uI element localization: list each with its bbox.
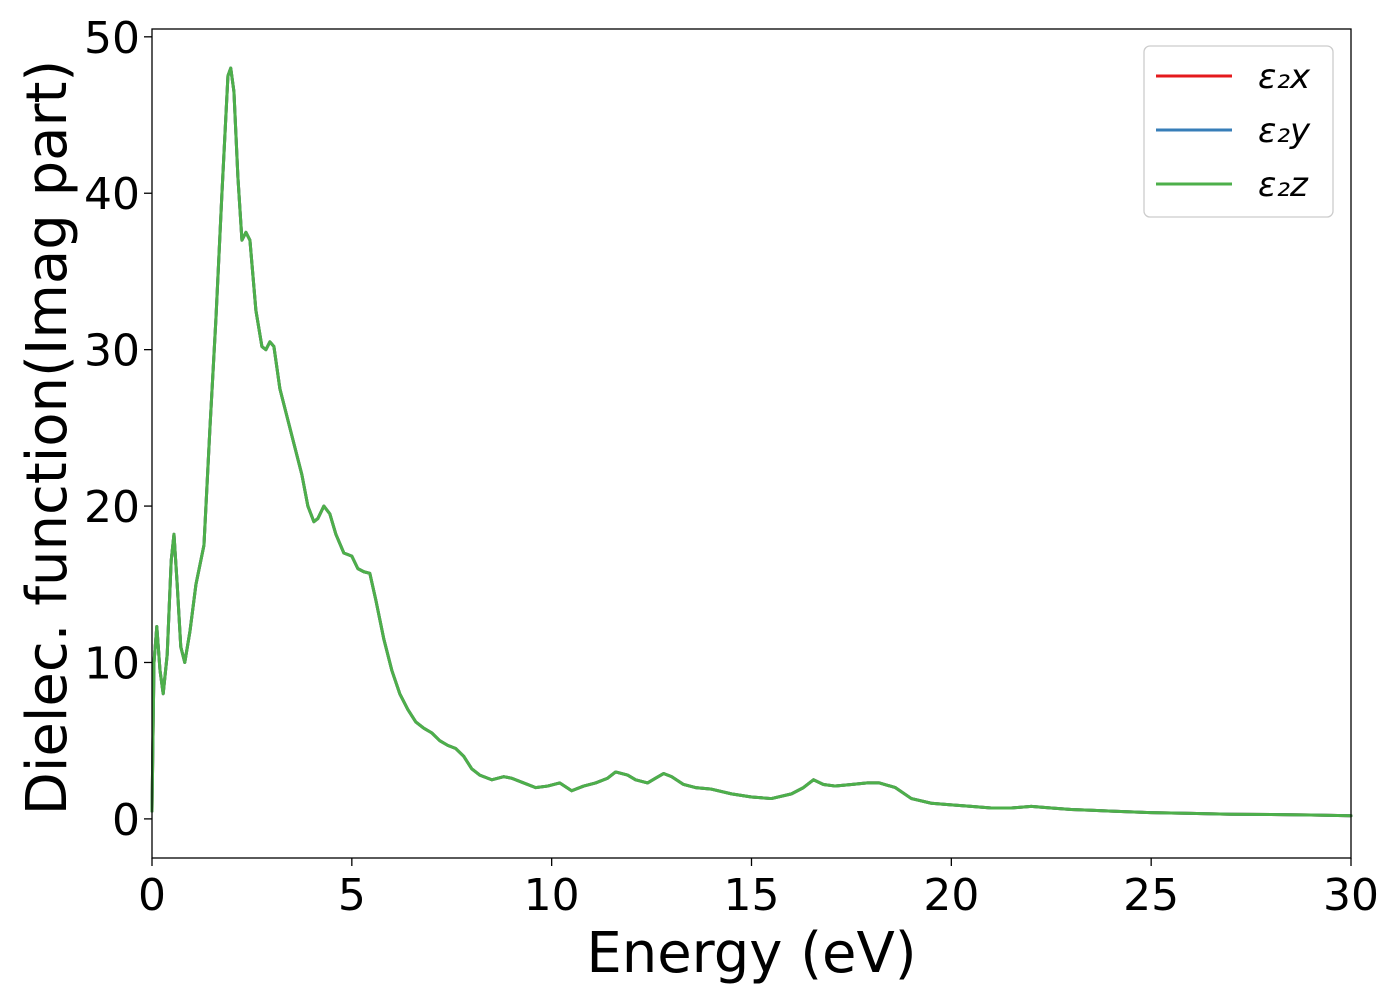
y-tick-label: 0	[112, 795, 140, 846]
y-axis: 0 10 20 30 40 50	[84, 13, 152, 846]
x-tick-label: 25	[1123, 870, 1179, 921]
legend-box	[1143, 45, 1334, 218]
y-tick-label: 40	[84, 169, 140, 220]
legend-label: ε₂x	[1258, 57, 1311, 97]
y-tick-label: 10	[84, 638, 140, 689]
y-axis-title: Dielec. function(Imag part)	[15, 60, 80, 816]
x-tick-label: 0	[138, 870, 166, 921]
legend: ε₂x ε₂y ε₂z	[1143, 45, 1334, 218]
x-axis: 0 5 10 15 20 25 30	[138, 858, 1379, 921]
x-tick-label: 5	[338, 870, 366, 921]
series-line-2	[150, 66, 1353, 818]
x-tick-label: 30	[1323, 870, 1379, 921]
plot-area	[150, 66, 1353, 818]
y-tick-label: 50	[84, 13, 140, 64]
x-axis-title: Energy (eV)	[586, 921, 916, 986]
x-tick-label: 20	[923, 870, 979, 921]
x-tick-label: 15	[724, 870, 780, 921]
legend-label: ε₂y	[1258, 111, 1311, 151]
y-tick-label: 30	[84, 326, 140, 377]
x-tick-label: 10	[524, 870, 580, 921]
legend-label: ε₂z	[1258, 165, 1309, 205]
y-tick-label: 20	[84, 482, 140, 533]
